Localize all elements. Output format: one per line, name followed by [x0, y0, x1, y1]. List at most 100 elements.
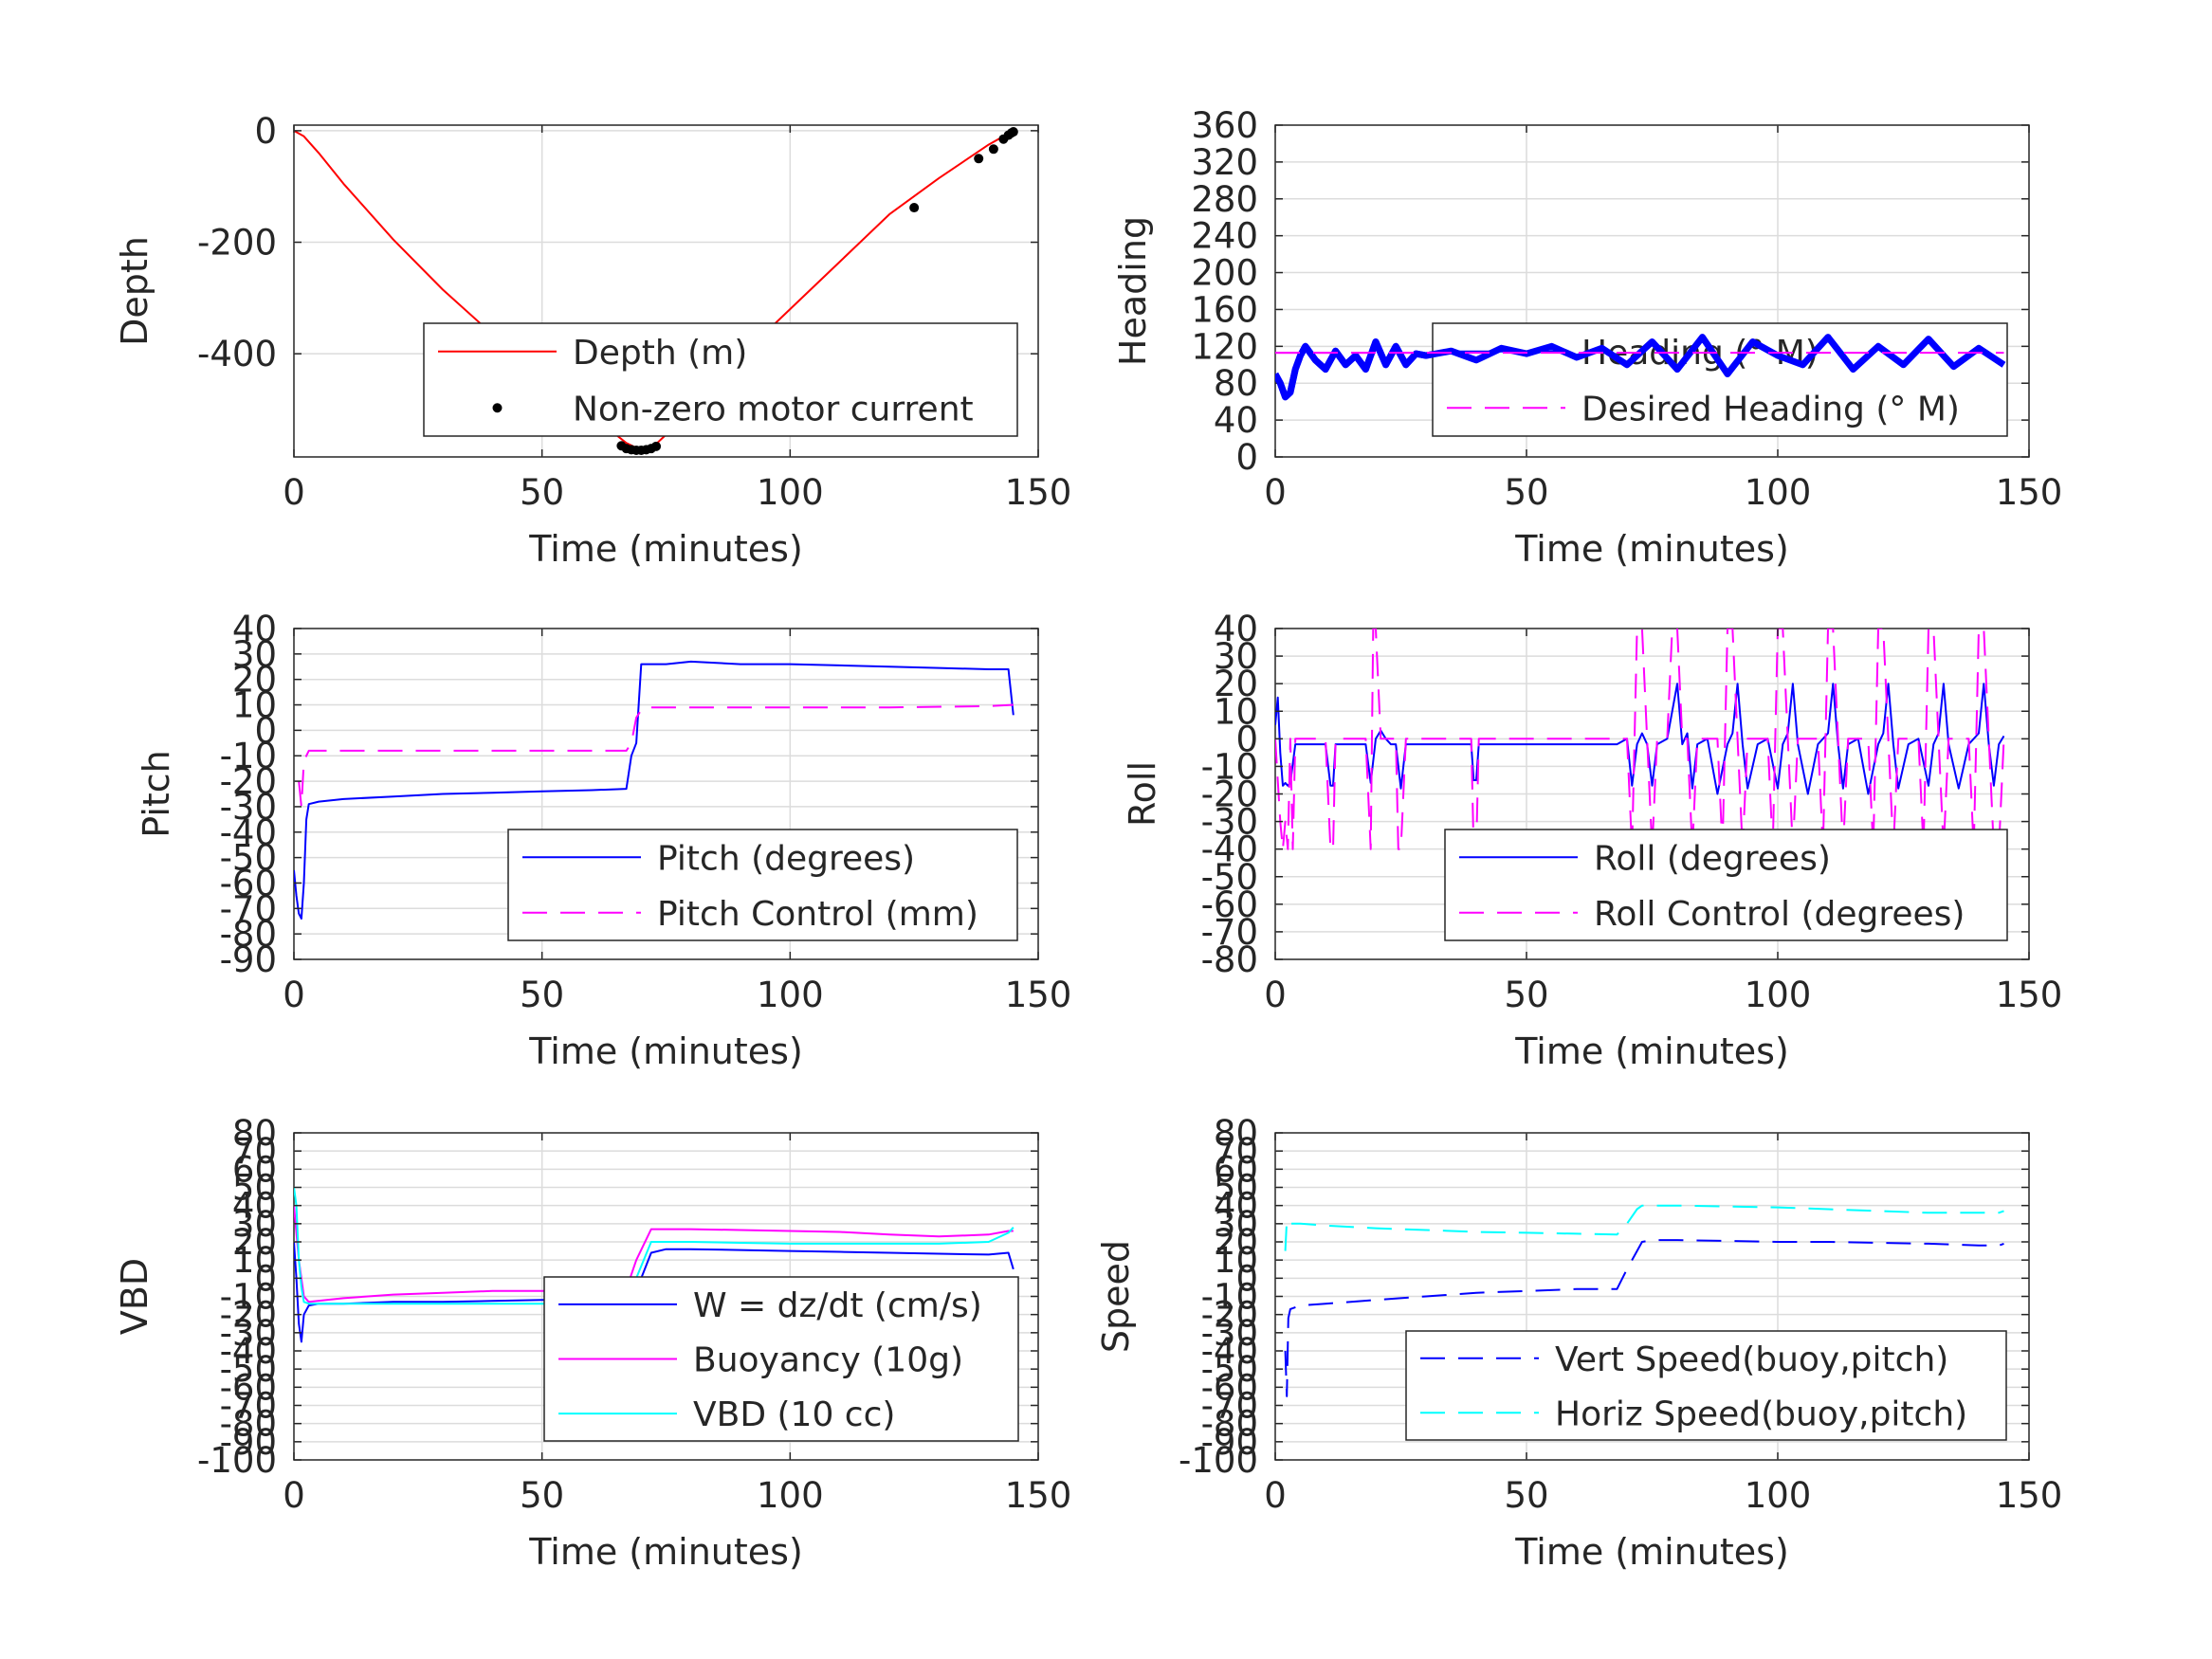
y-tick-label: 70: [1214, 1131, 1258, 1172]
y-tick-label: -20: [1201, 1295, 1258, 1336]
y-tick-label: 20: [1214, 1222, 1258, 1263]
legend-label: Pitch (degrees): [657, 839, 915, 878]
y-tick-label: -50: [1201, 1349, 1258, 1390]
legend: W = dz/dt (cm/s) Buoyancy (10g) VBD (10 cc…: [543, 1276, 1019, 1442]
x-tick-label: 100: [757, 1475, 824, 1516]
y-tick-label: -90: [1201, 1422, 1258, 1463]
y-tick-label: 70: [232, 1131, 277, 1172]
data-point: [1008, 127, 1018, 137]
y-tick-label: -30: [1201, 1313, 1258, 1354]
y-tick-label: -30: [1201, 802, 1258, 843]
y-tick-label: 80: [1214, 363, 1258, 404]
data-point: [974, 154, 984, 164]
y-tick-label: 80: [1214, 1113, 1258, 1154]
x-tick-label: 0: [1264, 975, 1287, 1015]
legend-label: Depth (m): [573, 334, 747, 373]
y-axis-label: VBD: [114, 1258, 155, 1335]
x-tick-label: 100: [757, 472, 824, 513]
y-tick-label: -70: [1201, 912, 1258, 953]
legend: Roll (degrees) Roll Control (degrees): [1444, 829, 2008, 941]
series-line-2: [1284, 1204, 2004, 1251]
y-tick-label: -40: [220, 812, 277, 853]
y-tick-label: -70: [220, 888, 277, 929]
y-tick-label: 20: [232, 660, 277, 701]
x-tick-label: 50: [520, 1475, 564, 1516]
series-line-2: [294, 1205, 1014, 1304]
y-tick-label: 60: [1214, 1149, 1258, 1190]
y-tick-label: 40: [1214, 1186, 1258, 1227]
x-tick-label: 0: [283, 1475, 305, 1516]
legend-label: Roll (degrees): [1594, 839, 1831, 878]
x-tick-label: 150: [1996, 472, 2063, 513]
y-tick-label: 40: [1214, 609, 1258, 649]
y-tick-label: 0: [1235, 1258, 1258, 1299]
x-tick-label: 0: [283, 975, 305, 1015]
y-tick-label: -200: [197, 223, 277, 264]
y-tick-label: -50: [220, 1349, 277, 1390]
legend-label: Buoyancy (10g): [693, 1341, 963, 1380]
x-tick-label: 50: [1504, 472, 1548, 513]
legend-label: Pitch Control (mm): [657, 895, 978, 934]
y-tick-label: 120: [1191, 326, 1258, 367]
y-tick-label: 0: [254, 710, 277, 751]
y-tick-label: 240: [1191, 216, 1258, 257]
y-tick-label: 80: [232, 1113, 277, 1154]
y-tick-label: -50: [1201, 857, 1258, 898]
y-tick-label: -20: [220, 1295, 277, 1336]
x-axis-label: Time (minutes): [1514, 528, 1789, 570]
y-tick-label: -80: [220, 914, 277, 955]
y-tick-label: -60: [220, 863, 277, 903]
x-axis-label: Time (minutes): [528, 528, 803, 570]
y-tick-label: 10: [1214, 1240, 1258, 1281]
chart-depth: 0 50 100 150 0 -200 -400 Time (minutes) Depth Dep…: [114, 111, 1071, 570]
y-tick-label: -60: [220, 1367, 277, 1408]
x-tick-label: 100: [1745, 975, 1812, 1015]
x-tick-label: 50: [520, 472, 564, 513]
y-tick-label: 40: [232, 609, 277, 649]
series-line-2: [298, 703, 1014, 808]
y-axis-label: Heading: [1112, 216, 1154, 366]
data-point: [988, 144, 998, 155]
x-tick-label: 150: [1005, 1475, 1072, 1516]
y-tick-label: 30: [1214, 636, 1258, 677]
series-group: [1284, 1204, 2004, 1397]
legend-label: Roll Control (degrees): [1594, 895, 1965, 934]
y-tick-label: 0: [254, 111, 277, 152]
x-tick-label: 50: [520, 975, 564, 1015]
series-line-overlay-1: [1275, 334, 2006, 401]
y-tick-label: 20: [232, 1222, 277, 1263]
x-axis-label: Time (minutes): [1514, 1531, 1789, 1573]
x-tick-label: 0: [1264, 472, 1287, 513]
x-axis-label: Time (minutes): [528, 1030, 803, 1072]
legend-swatch: [492, 403, 503, 413]
y-tick-label: -50: [220, 838, 277, 879]
y-tick-label: 30: [232, 1204, 277, 1245]
legend: Heading (° M)Desired Heading (° M): [1432, 322, 2008, 437]
chart-roll: 0 50 100 150403020100-10-20-30-40-50-60-70-…: [1122, 609, 2062, 1072]
series-group: [294, 660, 1015, 920]
y-tick-label: 160: [1191, 289, 1258, 330]
x-tick-label: 150: [1996, 1475, 2063, 1516]
x-tick-label: 50: [1504, 975, 1548, 1015]
chart-pitch: 0 50 100 150403020100-10-20-30-40-50-60-70-…: [136, 609, 1071, 1072]
y-axis-label: Speed: [1095, 1240, 1137, 1353]
y-tick-label: 60: [232, 1149, 277, 1190]
y-tick-label: -100: [197, 1440, 277, 1481]
y-tick-label: -40: [1201, 1331, 1258, 1372]
legend-label: Non-zero motor current: [573, 390, 974, 428]
y-tick-label: 20: [1214, 664, 1258, 704]
y-tick-label: -10: [1201, 1277, 1258, 1318]
y-tick-label: 10: [1214, 691, 1258, 732]
y-tick-label: -80: [220, 1404, 277, 1445]
legend-box: [1405, 1330, 2007, 1441]
x-tick-label: 100: [757, 975, 824, 1015]
x-tick-label: 100: [1745, 1475, 1812, 1516]
y-tick-label: -60: [1201, 1367, 1258, 1408]
chart-vbd: 0 50 100 15080706050403020100-10-20-30-40-5…: [114, 1113, 1071, 1573]
y-tick-label: -20: [1201, 775, 1258, 815]
legend-box: [423, 322, 1018, 437]
y-tick-label: -90: [220, 939, 277, 980]
legend-label: VBD (10 cc): [693, 1395, 895, 1434]
